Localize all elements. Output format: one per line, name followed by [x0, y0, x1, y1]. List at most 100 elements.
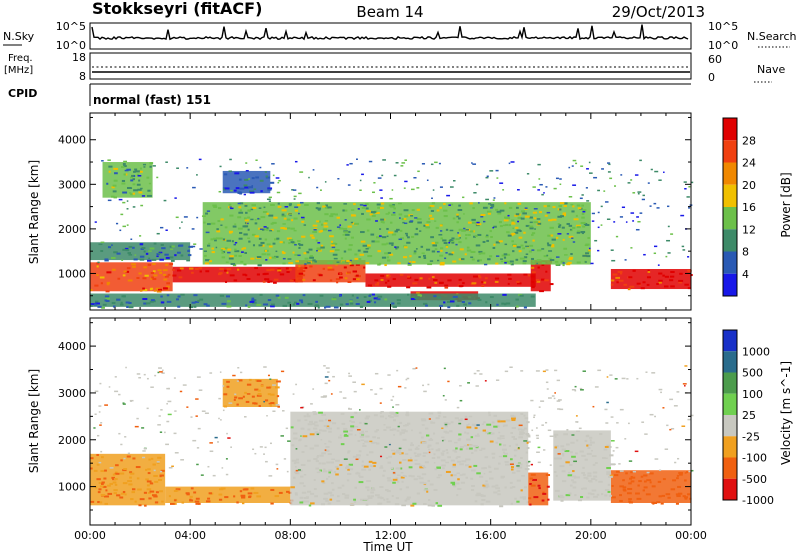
power-speck [493, 197, 496, 199]
power-cell [396, 246, 400, 249]
power-speck [492, 199, 495, 201]
power-speck [191, 245, 196, 248]
power-cell [90, 304, 93, 307]
power-cell [504, 223, 509, 226]
velocity-cell [253, 491, 259, 494]
power-cell [133, 189, 138, 192]
power-cell [142, 277, 147, 280]
power-speck [240, 251, 244, 253]
power-speck [667, 205, 670, 208]
power-cell [238, 211, 244, 214]
velocity-cell [322, 481, 326, 484]
power-cell [347, 248, 352, 251]
power-speck [614, 185, 617, 187]
velocity-cell [190, 487, 194, 490]
velocity-cell [325, 425, 330, 428]
velocity-cell [462, 473, 466, 476]
velocity-speck [537, 461, 541, 464]
power-cell [130, 193, 134, 196]
velocity-cell [98, 481, 103, 484]
velocity-cell [582, 466, 585, 469]
power-cell [193, 305, 197, 308]
power-cell [531, 233, 534, 236]
power-speck [278, 179, 281, 182]
power-cell [139, 243, 143, 246]
power-speck [568, 166, 571, 169]
power-cell [266, 243, 271, 246]
velocity-cell [524, 486, 527, 489]
velocity-cell [153, 474, 158, 477]
power-speck [94, 221, 97, 223]
power-cell [235, 187, 240, 190]
power-speck [107, 159, 111, 161]
power-cell [588, 249, 591, 252]
power-speck [234, 241, 238, 244]
power-speck [688, 185, 691, 188]
velocity-speck [414, 459, 418, 462]
power-speck [111, 244, 113, 246]
velocity-cell [321, 480, 325, 483]
velocity-cell [309, 447, 315, 450]
velocity-speck [254, 452, 257, 455]
power-cell [244, 178, 249, 181]
power-cell [528, 250, 533, 253]
velocity-cell [459, 448, 463, 451]
velocity-cell [159, 474, 164, 477]
power-cell [568, 235, 574, 238]
power-cell [325, 204, 328, 207]
power-cell [248, 186, 254, 189]
power-cell [280, 227, 285, 230]
power-cell [494, 280, 499, 283]
velocity-cell [468, 444, 473, 447]
power-cell [387, 252, 392, 255]
power-cell [169, 256, 174, 259]
velocity-cell [316, 431, 321, 434]
power-speck [570, 203, 574, 206]
power-cell [562, 212, 567, 215]
velocity-speck [348, 375, 353, 377]
power-cell [445, 228, 449, 231]
velocity-cell [581, 487, 584, 490]
velocity-speck [385, 417, 387, 420]
power-cell [163, 278, 168, 281]
velocity-cell [194, 500, 200, 503]
velocity-cell [189, 499, 194, 502]
power-cell [237, 227, 243, 230]
velocity-cell [589, 441, 595, 444]
velocity-cell [242, 395, 245, 398]
power-cell [431, 276, 435, 279]
power-cell [504, 202, 507, 205]
velocity-speck [644, 433, 648, 435]
velocity-cell [361, 464, 365, 467]
power-cell [228, 257, 234, 260]
power-cell [505, 253, 511, 256]
power-cell [125, 270, 130, 273]
power-cell [239, 187, 245, 190]
power-cell [276, 237, 280, 240]
velocity-speck [280, 370, 285, 373]
power-cell [376, 281, 380, 284]
power-cell [529, 227, 534, 230]
velocity-cell [435, 442, 439, 445]
power-cell [311, 236, 315, 239]
power-cell [352, 270, 358, 273]
velocity-cell [346, 479, 350, 482]
velocity-cell [520, 412, 524, 415]
power-speck [500, 258, 503, 260]
velocity-cell [111, 476, 115, 479]
velocity-cell [116, 494, 121, 497]
power-cell [477, 274, 481, 277]
velocity-speck [99, 382, 102, 385]
velocity-speck [427, 383, 430, 386]
velocity-cell [408, 474, 412, 477]
power-cell [406, 286, 411, 289]
velocity-cell [481, 447, 486, 450]
power-cell [357, 261, 360, 264]
velocity-cell [474, 449, 478, 452]
power-speck [486, 175, 489, 178]
power-cell [359, 305, 364, 308]
power-cell [384, 281, 388, 284]
power-speck [156, 232, 160, 235]
velocity-speck [212, 474, 216, 477]
power-cell [150, 300, 156, 303]
